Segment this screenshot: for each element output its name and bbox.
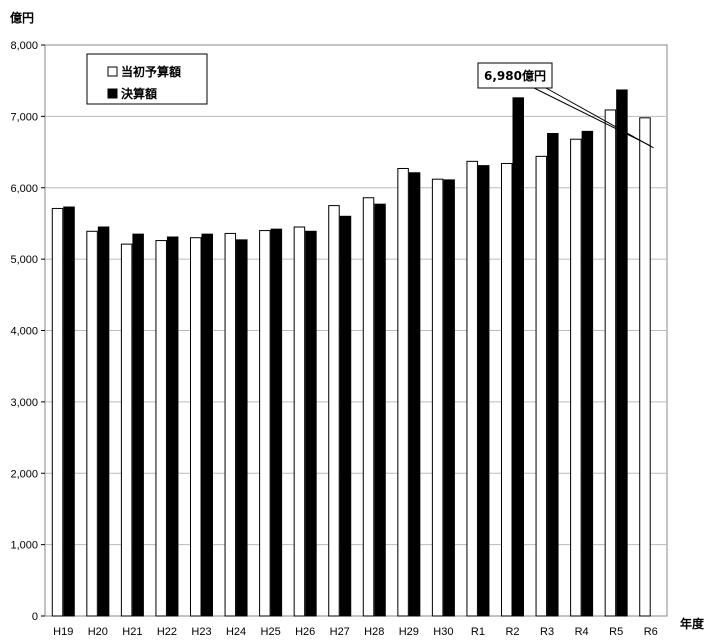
y-tick-label: 1,000	[10, 540, 38, 552]
initial-budget-bar	[466, 160, 478, 617]
initial-budget-bar	[155, 240, 167, 617]
y-axis-unit-label: 億円	[10, 10, 34, 25]
callout: 6,980億円	[477, 62, 654, 149]
legend: 当初予算額 決算額	[86, 53, 208, 105]
settlement-bar	[581, 130, 594, 617]
callout-box	[477, 62, 553, 89]
initial-budget-bar	[362, 197, 375, 617]
settlement-bar	[547, 133, 559, 617]
x-tick-label: H23	[191, 626, 211, 638]
callout-leader-line	[545, 87, 654, 149]
settlement-bar	[305, 230, 317, 617]
settlement-bar	[477, 165, 490, 617]
legend-swatch-initial-budget	[107, 66, 118, 77]
settlement-bar	[132, 233, 144, 617]
initial-budget-bar	[604, 109, 617, 617]
y-axis-ticks: 0 1,000 2,000 3,000 4,000 5,000 6,000 7,000 8,00…	[10, 40, 45, 623]
settlement-bar	[408, 172, 421, 617]
y-tick-label: 3,000	[10, 397, 38, 409]
initial-budget-bar	[190, 237, 202, 617]
callout-label: 6,980億円	[484, 68, 546, 83]
y-tick-label: 0	[32, 611, 38, 623]
x-tick-label: H24	[226, 626, 246, 638]
x-tick-label: H21	[122, 626, 142, 638]
x-tick-label: H22	[157, 626, 177, 638]
y-tick-label: 6,000	[10, 183, 38, 195]
initial-budget-bar	[431, 178, 444, 617]
settlement-bar	[443, 179, 455, 617]
initial-budget-bar	[259, 230, 271, 617]
initial-budget-bar	[120, 243, 133, 617]
x-tick-label: H29	[399, 626, 419, 638]
settlement-bar	[374, 203, 386, 617]
x-tick-label: H19	[53, 626, 73, 638]
x-tick-label: R4	[575, 626, 589, 638]
legend-swatch-settlement	[107, 88, 118, 99]
callout-leader-line	[533, 87, 651, 147]
y-tick-label: 7,000	[10, 111, 38, 123]
settlement-bar	[512, 97, 524, 617]
initial-budget-bar	[639, 117, 651, 617]
x-tick-label: H30	[433, 626, 453, 638]
settlement-bar	[97, 226, 110, 617]
x-tick-label: H27	[330, 626, 350, 638]
x-tick-label: R6	[644, 626, 658, 638]
initial-budget-bar	[570, 138, 582, 617]
legend-box	[86, 53, 208, 105]
legend-label-settlement: 決算額	[121, 86, 157, 101]
initial-budget-bar	[224, 232, 237, 617]
settlement-bar	[63, 206, 75, 617]
x-tick-label: R1	[471, 626, 485, 638]
x-tick-label: R5	[609, 626, 623, 638]
y-tick-label: 5,000	[10, 254, 38, 266]
settlement-bar	[616, 89, 628, 617]
initial-budget-bar	[397, 167, 409, 617]
x-axis-ticks: H19 H20 H21 H22 H23 H24 H25 H26 H27 H28 H29 H30 R1 R2…	[53, 626, 658, 638]
settlement-bar	[236, 239, 248, 617]
initial-budget-bar	[51, 207, 64, 617]
settlement-bar	[339, 215, 352, 617]
initial-budget-bar	[328, 205, 340, 617]
x-tick-label: H20	[88, 626, 108, 638]
gridlines	[45, 115, 667, 546]
settlement-bar	[270, 228, 283, 617]
settlement-bar	[201, 233, 213, 617]
initial-budget-bar	[293, 226, 306, 617]
y-tick-label: 4,000	[10, 326, 38, 338]
x-tick-label: H28	[364, 626, 384, 638]
y-tick-label: 2,000	[10, 468, 38, 480]
legend-label-initial-budget: 当初予算額	[121, 64, 181, 79]
y-tick-label: 8,000	[10, 40, 38, 52]
initial-budget-bar	[535, 155, 548, 617]
initial-budget-bar	[86, 230, 98, 617]
bars	[51, 89, 651, 617]
x-tick-label: H25	[261, 626, 281, 638]
x-tick-label: R3	[540, 626, 554, 638]
x-tick-label: R2	[505, 626, 519, 638]
settlement-bar	[166, 236, 179, 617]
x-axis-unit-label: 年度	[680, 616, 705, 631]
initial-budget-bar	[501, 162, 513, 617]
x-tick-label: H26	[295, 626, 315, 638]
